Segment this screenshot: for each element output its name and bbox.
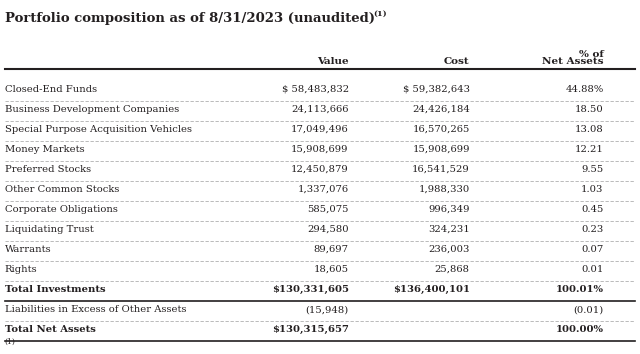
Text: (1): (1) — [373, 10, 387, 18]
Text: 996,349: 996,349 — [428, 205, 470, 214]
Text: 324,231: 324,231 — [428, 225, 470, 234]
Text: 16,570,265: 16,570,265 — [412, 125, 470, 134]
Text: 0.01: 0.01 — [581, 265, 604, 274]
Text: 12,450,879: 12,450,879 — [291, 165, 349, 174]
Text: 1,337,076: 1,337,076 — [298, 185, 349, 194]
Text: 12.21: 12.21 — [575, 145, 604, 154]
Text: 15,908,699: 15,908,699 — [291, 145, 349, 154]
Text: (0.01): (0.01) — [573, 305, 604, 314]
Text: Warrants: Warrants — [4, 245, 51, 254]
Text: Special Purpose Acquisition Vehicles: Special Purpose Acquisition Vehicles — [4, 125, 191, 134]
Text: $ 59,382,643: $ 59,382,643 — [403, 85, 470, 94]
Text: $130,315,657: $130,315,657 — [272, 325, 349, 334]
Text: Preferred Stocks: Preferred Stocks — [4, 165, 91, 174]
Text: 24,426,184: 24,426,184 — [412, 105, 470, 114]
Text: 17,049,496: 17,049,496 — [291, 125, 349, 134]
Text: 100.00%: 100.00% — [556, 325, 604, 334]
Text: 15,908,699: 15,908,699 — [412, 145, 470, 154]
Text: Corporate Obligations: Corporate Obligations — [4, 205, 118, 214]
Text: Other Common Stocks: Other Common Stocks — [4, 185, 119, 194]
Text: 294,580: 294,580 — [307, 225, 349, 234]
Text: % of: % of — [579, 50, 604, 59]
Text: Business Development Companies: Business Development Companies — [4, 105, 179, 114]
Text: 24,113,666: 24,113,666 — [291, 105, 349, 114]
Text: Portfolio composition as of 8/31/2023 (unaudited): Portfolio composition as of 8/31/2023 (u… — [4, 12, 374, 25]
Text: 13.08: 13.08 — [575, 125, 604, 134]
Text: $130,331,605: $130,331,605 — [271, 285, 349, 294]
Text: Liabilities in Excess of Other Assets: Liabilities in Excess of Other Assets — [4, 305, 186, 314]
Text: Closed-End Funds: Closed-End Funds — [4, 85, 97, 94]
Text: 236,003: 236,003 — [428, 245, 470, 254]
Text: Liquidating Trust: Liquidating Trust — [4, 225, 93, 234]
Text: 585,075: 585,075 — [307, 205, 349, 214]
Text: 100.01%: 100.01% — [556, 285, 604, 294]
Text: 0.23: 0.23 — [581, 225, 604, 234]
Text: (1): (1) — [4, 338, 15, 346]
Text: Total Net Assets: Total Net Assets — [4, 325, 95, 334]
Text: Total Investments: Total Investments — [4, 285, 105, 294]
Text: Money Markets: Money Markets — [4, 145, 84, 154]
Text: 18,605: 18,605 — [314, 265, 349, 274]
Text: Net Assets: Net Assets — [542, 57, 604, 66]
Text: 0.45: 0.45 — [581, 205, 604, 214]
Text: 25,868: 25,868 — [435, 265, 470, 274]
Text: 9.55: 9.55 — [581, 165, 604, 174]
Text: $ 58,483,832: $ 58,483,832 — [282, 85, 349, 94]
Text: 16,541,529: 16,541,529 — [412, 165, 470, 174]
Text: $136,400,101: $136,400,101 — [393, 285, 470, 294]
Text: 18.50: 18.50 — [575, 105, 604, 114]
Text: (15,948): (15,948) — [305, 305, 349, 314]
Text: 44.88%: 44.88% — [565, 85, 604, 94]
Text: 1.03: 1.03 — [581, 185, 604, 194]
Text: Rights: Rights — [4, 265, 37, 274]
Text: 0.07: 0.07 — [581, 245, 604, 254]
Text: Value: Value — [317, 57, 349, 66]
Text: 89,697: 89,697 — [314, 245, 349, 254]
Text: Cost: Cost — [444, 57, 470, 66]
Text: 1,988,330: 1,988,330 — [419, 185, 470, 194]
